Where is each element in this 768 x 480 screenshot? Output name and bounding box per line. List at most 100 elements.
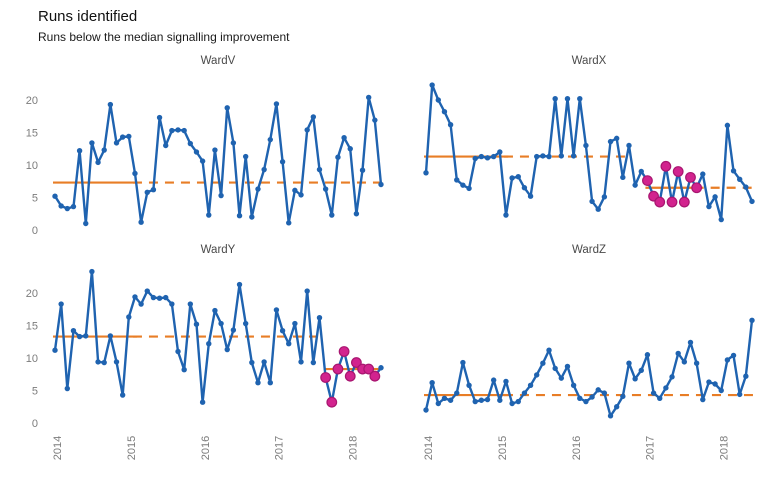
- data-point: [52, 193, 58, 199]
- highlight-point: [363, 363, 375, 375]
- data-point: [466, 185, 472, 192]
- data-point: [435, 97, 442, 103]
- data-point: [447, 122, 454, 128]
- data-point: [687, 339, 694, 346]
- data-point: [353, 211, 360, 217]
- data-point: [236, 281, 243, 288]
- data-point: [460, 182, 466, 188]
- data-point: [292, 187, 298, 194]
- data-point: [242, 153, 249, 160]
- data-point: [613, 404, 620, 410]
- data-point: [663, 385, 669, 391]
- x-axis-tick-label: 2018: [347, 436, 359, 460]
- highlight-point: [338, 346, 350, 357]
- data-point: [620, 174, 626, 181]
- data-point: [163, 142, 169, 149]
- data-point: [76, 333, 83, 340]
- data-point: [52, 347, 58, 353]
- x-axis-tick-label: 2014: [52, 436, 64, 460]
- data-point: [70, 328, 77, 334]
- data-point: [706, 203, 712, 210]
- data-point: [736, 391, 743, 398]
- data-point: [589, 394, 595, 400]
- data-point: [743, 373, 749, 379]
- data-point: [64, 205, 71, 212]
- data-point: [632, 182, 638, 188]
- data-point: [187, 140, 194, 147]
- data-point: [749, 198, 755, 205]
- run-line: [424, 83, 754, 221]
- data-point: [292, 320, 298, 327]
- data-point: [138, 301, 144, 307]
- data-point: [89, 140, 95, 146]
- data-point: [101, 359, 107, 366]
- data-point: [700, 171, 706, 177]
- panel-title: WardZ: [572, 244, 606, 256]
- y-axis-tick-label: 0: [32, 418, 38, 430]
- data-point: [175, 127, 181, 133]
- x-axis-tick-label: 2014: [423, 436, 435, 460]
- data-point: [540, 153, 546, 159]
- x-axis-tick-label: 2015: [126, 436, 138, 460]
- data-point: [64, 385, 71, 392]
- data-point: [365, 94, 372, 101]
- y-axis-tick-label: 10: [26, 160, 38, 172]
- data-point: [429, 82, 435, 88]
- panel-wardy: WardY 0 5 10 15 20 2014 2015 2016 2017 2018: [26, 244, 384, 460]
- data-point: [490, 377, 497, 383]
- data-point: [558, 375, 565, 381]
- data-point: [310, 114, 317, 120]
- highlight-point: [320, 372, 332, 383]
- data-point: [570, 153, 577, 159]
- highlight-point: [691, 182, 703, 194]
- data-point: [552, 365, 558, 372]
- data-point: [119, 134, 126, 140]
- highlight-point: [678, 196, 690, 208]
- data-point: [527, 193, 534, 199]
- data-point: [497, 397, 503, 403]
- data-point: [657, 395, 663, 401]
- data-point: [224, 346, 230, 353]
- data-point: [249, 359, 255, 366]
- panel-wardx: WardX: [423, 55, 755, 223]
- data-point: [466, 382, 472, 388]
- data-point: [199, 399, 206, 405]
- y-axis-tick-label: 20: [26, 288, 38, 300]
- data-point: [534, 153, 540, 160]
- data-point: [187, 301, 194, 307]
- y-axis-tick-label: 15: [26, 321, 38, 333]
- data-point: [706, 379, 712, 385]
- data-point: [693, 360, 700, 366]
- data-point: [372, 117, 378, 123]
- data-point: [138, 219, 144, 225]
- data-point: [304, 288, 310, 294]
- data-point: [95, 359, 101, 365]
- data-point: [632, 376, 638, 382]
- data-point: [558, 153, 565, 159]
- panel-title: WardY: [201, 244, 236, 256]
- data-point: [712, 381, 718, 387]
- data-point: [595, 206, 601, 212]
- data-point: [472, 398, 478, 405]
- panel-wardz: WardZ 2014 2015 2016 2017 2018: [423, 244, 755, 460]
- data-point: [230, 140, 237, 146]
- data-point: [595, 387, 601, 393]
- data-point: [423, 170, 429, 176]
- data-point: [730, 168, 737, 174]
- data-point: [304, 127, 310, 133]
- data-point: [435, 400, 442, 407]
- data-point: [175, 348, 181, 355]
- y-axis-tick-label: 10: [26, 353, 38, 365]
- data-point: [199, 158, 206, 164]
- data-point: [58, 203, 64, 209]
- data-point: [527, 382, 534, 388]
- data-point: [607, 413, 614, 419]
- run-line: [53, 96, 383, 225]
- data-point: [601, 390, 608, 396]
- data-point: [329, 212, 335, 218]
- data-point: [454, 390, 460, 396]
- data-point: [441, 109, 448, 115]
- data-point: [478, 153, 485, 160]
- data-point: [132, 294, 138, 300]
